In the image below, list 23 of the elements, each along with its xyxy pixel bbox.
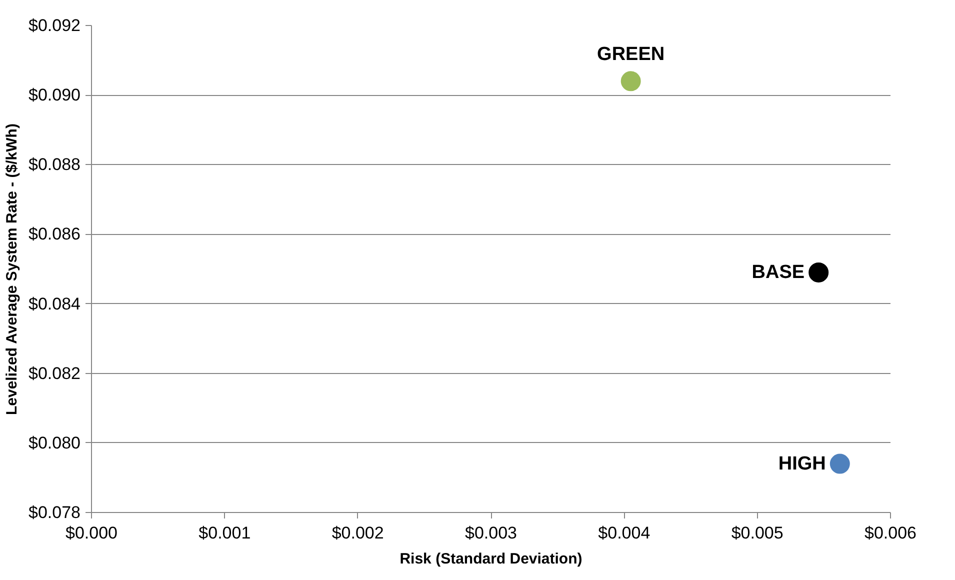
series-label: HIGH xyxy=(778,453,826,474)
y-axis-title: Levelized Average System Rate - ($/kWh) xyxy=(4,124,21,416)
x-tick-label: $0.004 xyxy=(598,524,650,542)
point xyxy=(620,71,641,92)
y-tick-label: $0.078 xyxy=(28,503,81,522)
series-label: BASE xyxy=(752,262,805,283)
series-label: GREEN xyxy=(597,44,665,66)
point xyxy=(808,262,829,282)
y-tick-label: $0.088 xyxy=(28,155,81,174)
y-tick-label: $0.092 xyxy=(28,16,81,35)
y-tick-label: $0.086 xyxy=(28,224,81,244)
x-tick-label: $0.003 xyxy=(465,524,517,542)
y-tick-label: $0.082 xyxy=(28,364,81,383)
x-tick-label: $0.005 xyxy=(731,524,784,542)
y-tick-label: $0.084 xyxy=(28,294,81,314)
point xyxy=(830,454,850,474)
x-tick-label: $0.001 xyxy=(198,524,251,542)
y-tick-label: $0.080 xyxy=(28,433,81,452)
y-tick-label: $0.090 xyxy=(28,86,81,105)
x-tick-label: $0.000 xyxy=(66,524,118,542)
x-tick-label: $0.006 xyxy=(864,524,916,542)
x-tick-label: $0.002 xyxy=(332,524,384,542)
x-axis-title: Risk (Standard Deviation) xyxy=(400,550,582,568)
